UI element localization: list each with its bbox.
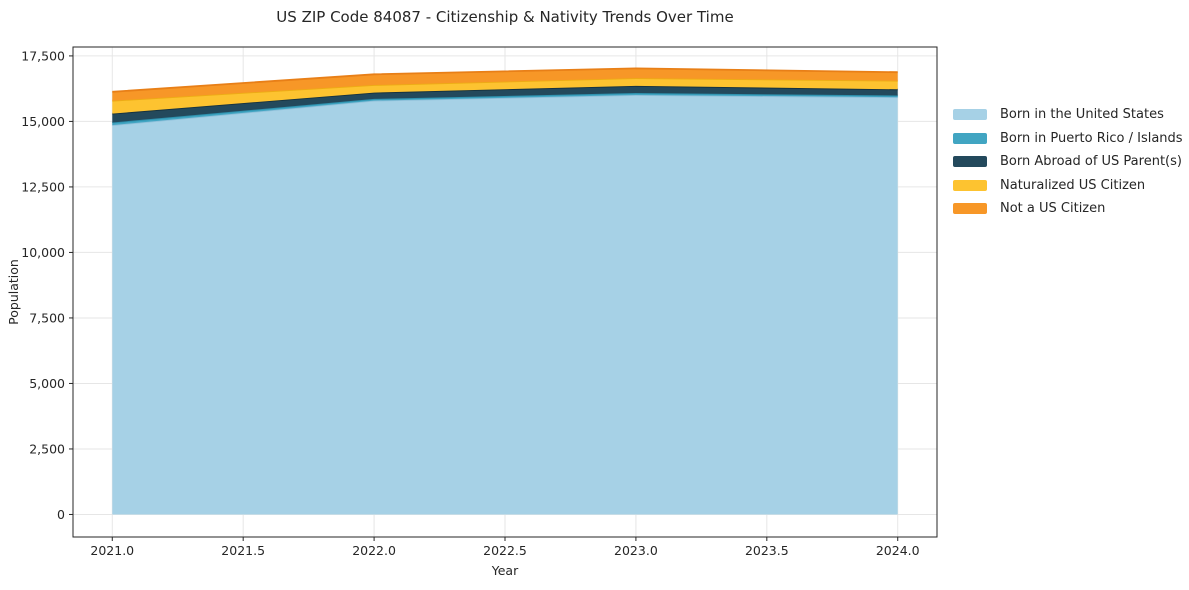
- y-axis-label: Population: [6, 259, 21, 325]
- y-tick-label: 7,500: [29, 310, 65, 325]
- x-tick-label: 2022.5: [483, 543, 527, 558]
- y-tick-label: 5,000: [29, 376, 65, 391]
- area-born-abroad-of-us-parent-s-: [112, 85, 898, 123]
- area-not-a-us-citizen: [112, 68, 898, 101]
- legend-swatch: [953, 109, 987, 121]
- legend-item: Born Abroad of US Parent(s): [953, 150, 1183, 174]
- chart-title: US ZIP Code 84087 - Citizenship & Nativi…: [276, 8, 734, 26]
- x-axis-label: Year: [491, 563, 519, 578]
- area-series: [112, 67, 898, 515]
- y-tick-label: 2,500: [29, 441, 65, 456]
- legend-label: Born in the United States: [1000, 107, 1164, 123]
- legend-swatch: [953, 203, 987, 215]
- legend: Born in the United States Born in Puerto…: [953, 103, 1183, 221]
- legend-item: Not a US Citizen: [953, 197, 1183, 221]
- legend-label: Not a US Citizen: [1000, 201, 1106, 217]
- x-tick-label: 2021.5: [221, 543, 265, 558]
- y-tick-label: 10,000: [21, 245, 65, 260]
- x-tick-label: 2021.0: [90, 543, 134, 558]
- x-tick-label: 2023.0: [614, 543, 658, 558]
- x-tick-label: 2022.0: [352, 543, 396, 558]
- area-naturalized-us-citizen: [112, 78, 898, 114]
- legend-label: Born Abroad of US Parent(s): [1000, 154, 1182, 170]
- legend-label: Naturalized US Citizen: [1000, 177, 1146, 193]
- tick-marks: [69, 55, 899, 541]
- legend-item: Born in the United States: [953, 103, 1183, 127]
- legend-swatch: [953, 132, 987, 144]
- y-tick-label: 0: [57, 507, 65, 522]
- legend-item: Born in Puerto Rico / Islands: [953, 127, 1183, 151]
- area-born-in-the-united-states: [112, 95, 898, 515]
- x-tick-label: 2023.5: [745, 543, 789, 558]
- legend-label: Born in Puerto Rico / Islands: [1000, 130, 1183, 146]
- legend-swatch: [953, 156, 987, 168]
- y-tick-label: 12,500: [21, 179, 65, 194]
- edge-line: [112, 67, 898, 93]
- legend-swatch: [953, 179, 987, 191]
- y-tick-label: 17,500: [21, 48, 65, 63]
- legend-item: Naturalized US Citizen: [953, 174, 1183, 198]
- tick-labels: 2021.0 2021.5 2022.0 2022.5 2023.0 2023.5 2024…: [21, 48, 919, 558]
- x-tick-label: 2024.0: [876, 543, 920, 558]
- y-tick-label: 15,000: [21, 114, 65, 129]
